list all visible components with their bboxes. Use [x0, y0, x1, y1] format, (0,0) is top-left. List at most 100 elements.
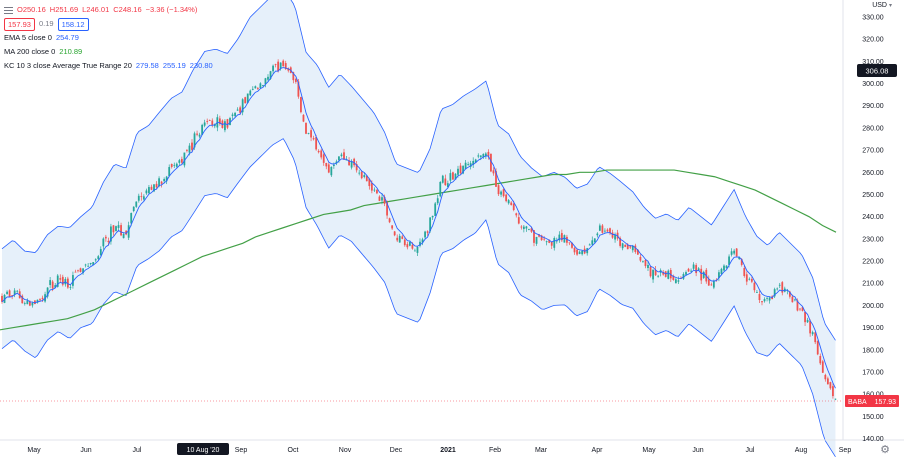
candle-body: [725, 265, 728, 269]
candle-body: [355, 164, 358, 171]
candle-body: [115, 226, 117, 232]
candle-body: [601, 225, 604, 233]
candle-body: [77, 270, 79, 272]
candle-body: [525, 226, 528, 229]
candle-body: [753, 282, 756, 291]
legend-high: H251.69: [49, 5, 79, 14]
candle-body: [353, 158, 356, 166]
candle-body: [246, 93, 249, 104]
ema-5-path: [1, 67, 836, 389]
price-tick-label: 180.00: [862, 347, 884, 354]
candle-body: [578, 251, 581, 255]
candle-body: [340, 154, 343, 157]
candle-body: [381, 197, 383, 201]
candle-body: [642, 260, 644, 262]
menu-icon[interactable]: [4, 6, 13, 14]
candle-body: [193, 133, 196, 148]
candle-body: [758, 294, 761, 301]
candle-body: [168, 167, 171, 177]
candle-body: [766, 297, 768, 299]
candle-body: [598, 225, 601, 231]
candle-body: [441, 175, 444, 183]
candle-body: [697, 268, 700, 271]
candle-body: [234, 112, 236, 116]
candle-body: [254, 86, 257, 89]
candle-body: [89, 262, 92, 265]
candle-body: [444, 178, 447, 186]
candle-body: [528, 229, 530, 231]
candle-body: [330, 166, 333, 176]
candle-body: [211, 120, 214, 126]
candle-body: [763, 299, 766, 302]
candle-body: [327, 164, 330, 173]
time-axis[interactable]: May Jun Jul 10 Aug '20 Sep Oct Nov Dec 2021 Feb Ma…: [27, 443, 851, 455]
candle-body: [487, 151, 490, 157]
ema-value: 254.79: [55, 33, 79, 42]
candle-body: [401, 236, 404, 239]
legend-kc-row[interactable]: KC 10 3 close Average True Range 20 279.…: [4, 59, 213, 73]
candle-body: [614, 234, 616, 240]
candle-body: [13, 290, 16, 295]
candle-body: [249, 90, 252, 96]
time-tick-label: 2021: [440, 447, 456, 454]
candle-body: [454, 173, 457, 180]
candle-body: [624, 244, 627, 247]
candle-body: [479, 155, 482, 158]
candle-body: [66, 278, 69, 288]
candle-body: [178, 160, 181, 163]
candle-body: [707, 279, 710, 286]
candle-body: [728, 256, 730, 265]
sell-price-button[interactable]: 157.93: [4, 17, 35, 31]
candle-body: [107, 240, 110, 243]
candle-body: [272, 65, 274, 72]
candle-body: [626, 244, 629, 250]
candle-body: [788, 291, 791, 297]
candle-body: [692, 264, 695, 269]
candle-body: [112, 225, 115, 233]
price-tick-label: 240.00: [862, 214, 884, 221]
currency-selector[interactable]: USD ▾: [872, 2, 892, 9]
candle-body: [383, 196, 386, 204]
candle-body: [548, 239, 551, 243]
legend-ema-row[interactable]: EMA 5 close 0 254.79: [4, 31, 213, 45]
candle-body: [305, 122, 307, 134]
buy-price-button[interactable]: 158.12: [57, 17, 89, 31]
candle-body: [748, 278, 751, 280]
candle-body: [730, 251, 733, 255]
time-axis-highlight: [177, 443, 229, 455]
candle-body: [259, 83, 262, 89]
candle-body: [495, 171, 497, 187]
gear-icon[interactable]: ⚙: [880, 444, 890, 456]
candle-body: [218, 118, 221, 124]
price-tick-label: 300.00: [862, 81, 884, 88]
time-tick-label: Jun: [80, 447, 91, 454]
candle-body: [522, 226, 525, 229]
candle-body: [459, 165, 462, 174]
candle-body: [148, 187, 150, 194]
candle-body: [46, 287, 49, 297]
candle-body: [120, 225, 122, 236]
candle-body: [806, 319, 809, 323]
legend-ma-row[interactable]: MA 200 close 0 210.89: [4, 45, 213, 59]
candle-body: [163, 179, 166, 182]
candle-body: [462, 166, 464, 174]
candle-body: [482, 153, 485, 158]
price-tick-label: 320.00: [862, 37, 884, 44]
candle-body: [297, 81, 300, 97]
candle-body: [581, 250, 584, 255]
candle-body: [571, 242, 573, 248]
candle-body: [801, 307, 804, 311]
time-tick-label: Jul: [133, 447, 142, 454]
price-tick-label: 190.00: [862, 325, 884, 332]
price-tick-label: 220.00: [862, 259, 884, 266]
price-tick-label: 250.00: [862, 192, 884, 199]
legend-ohlc-row: O250.16 H251.69 L246.01 C248.16 −3.36 (−…: [4, 3, 213, 17]
candle-body: [269, 71, 272, 79]
candle-body: [251, 88, 254, 90]
candle-body: [229, 118, 231, 126]
candle-body: [452, 172, 454, 180]
candle-body: [338, 156, 340, 161]
candle-body: [370, 183, 373, 191]
currency-label: USD: [872, 2, 887, 9]
